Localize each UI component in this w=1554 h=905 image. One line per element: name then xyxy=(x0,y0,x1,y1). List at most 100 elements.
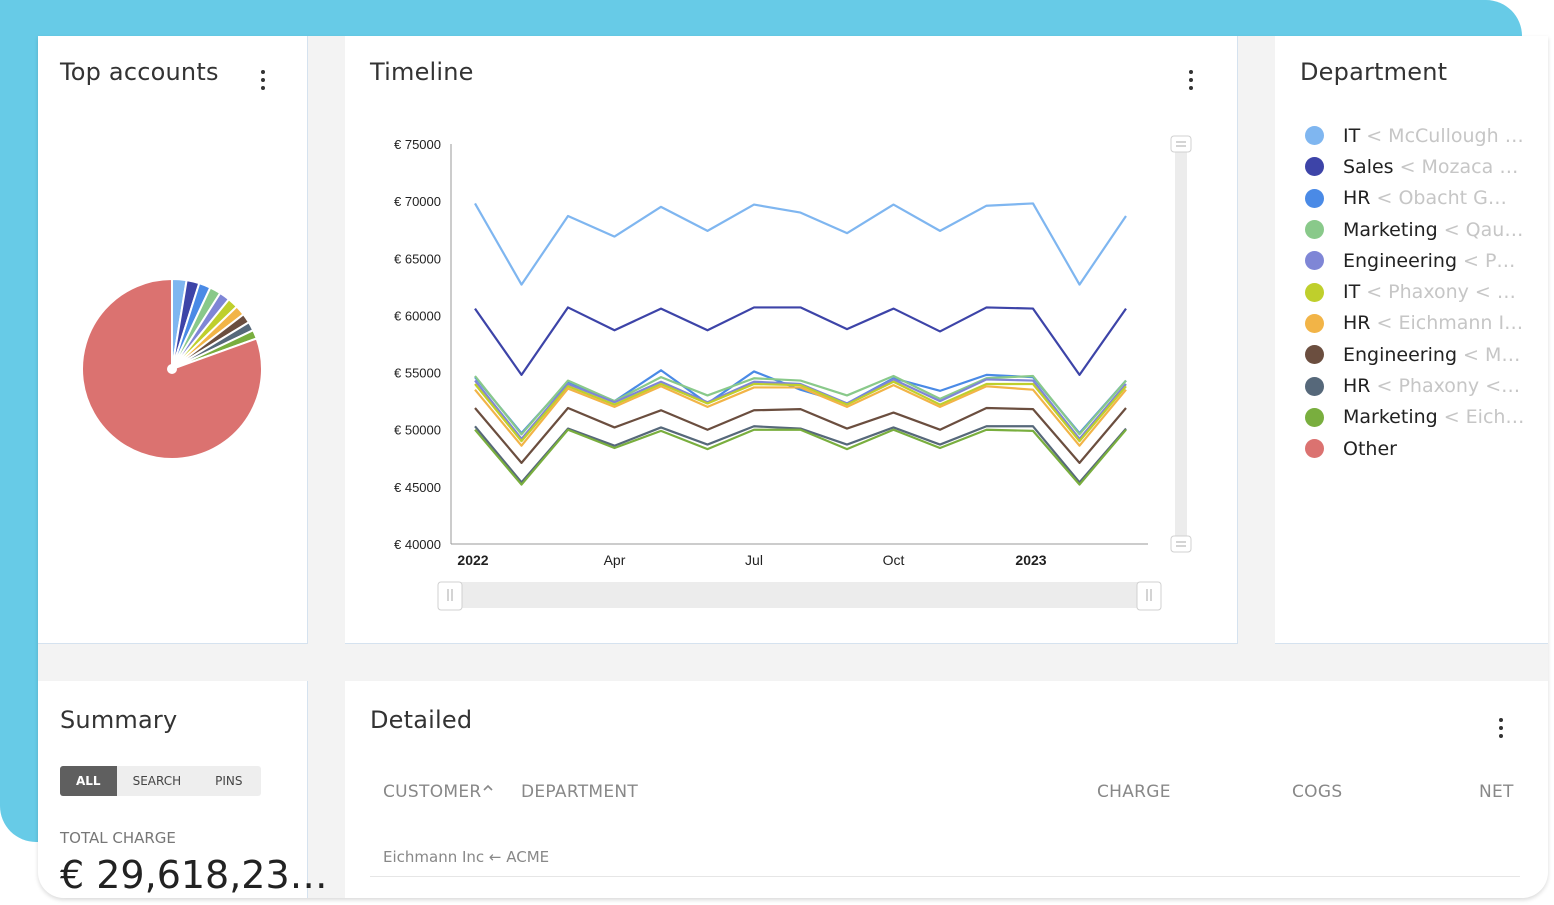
card-title: Timeline xyxy=(370,58,474,86)
series-line[interactable] xyxy=(474,384,1127,447)
legend-item[interactable]: HR < Phaxony < A… xyxy=(1305,370,1525,401)
legend-item[interactable]: HR < Obacht Gmb… xyxy=(1305,183,1525,214)
legend-item[interactable]: Sales < Mozaca G… xyxy=(1305,151,1525,182)
column-header-net[interactable]: NET xyxy=(1479,782,1514,802)
legend-department: Engineering xyxy=(1343,343,1457,366)
y-tick-label: € 70000 xyxy=(394,194,441,209)
legend-color-dot xyxy=(1305,282,1324,302)
top-accounts-card: Top accounts xyxy=(38,36,308,644)
legend-account: < Moz… xyxy=(1463,343,1525,366)
column-header-department[interactable]: DEPARTMENT xyxy=(521,782,639,802)
legend-account: < Qaus… xyxy=(1443,218,1525,241)
legend-account: < Phaxony < AC… xyxy=(1366,281,1525,304)
y-tick-label: € 75000 xyxy=(394,137,441,152)
sort-ascending-icon[interactable] xyxy=(483,784,493,792)
legend-item[interactable]: HR < Eichmann In… xyxy=(1305,308,1525,339)
legend-department: IT xyxy=(1343,281,1361,304)
x-tick-label: 2023 xyxy=(1015,552,1046,568)
legend-color-dot xyxy=(1305,188,1324,208)
legend-item[interactable]: Marketing < Qaus… xyxy=(1305,214,1525,245)
x-tick-label: Jul xyxy=(745,552,763,568)
legend-department: HR xyxy=(1343,375,1371,398)
legend-item[interactable]: IT < McCullough I… xyxy=(1305,120,1525,151)
legend-color-dot xyxy=(1305,220,1324,240)
legend-color-dot xyxy=(1305,345,1324,365)
legend-item[interactable]: Other xyxy=(1305,433,1525,464)
legend-item[interactable]: Engineering < Moz… xyxy=(1305,339,1525,370)
series-line[interactable] xyxy=(474,406,1127,464)
summary-card: Summary ALL SEARCH PINS TOTAL CHARGE € 2… xyxy=(38,681,328,898)
series-line[interactable] xyxy=(474,374,1127,436)
more-options-icon[interactable] xyxy=(1498,718,1504,740)
more-options-icon[interactable] xyxy=(260,70,266,92)
series-line[interactable] xyxy=(474,306,1127,376)
department-legend: IT < McCullough I… Sales < Mozaca G… HR < Oba… xyxy=(1305,120,1525,464)
filter-pins-button[interactable]: PINS xyxy=(215,774,243,788)
legend-color-dot xyxy=(1305,313,1324,333)
legend-account: < Mozaca G… xyxy=(1399,155,1525,178)
y-tick-label: € 45000 xyxy=(394,480,441,495)
legend-color-dot xyxy=(1305,376,1324,396)
detailed-card: Detailed CUSTOMER DEPARTMENT CHARGE COGS… xyxy=(345,681,1548,898)
filter-all-button[interactable]: ALL xyxy=(60,766,117,796)
legend-department: Other xyxy=(1343,437,1397,460)
legend-account: < Eichmann In… xyxy=(1376,312,1526,335)
series-line[interactable] xyxy=(474,378,1127,440)
y-tick-label: € 65000 xyxy=(394,251,441,266)
legend-color-dot xyxy=(1305,157,1324,177)
vertical-zoom-track[interactable] xyxy=(1175,144,1187,544)
legend-department: Marketing xyxy=(1343,218,1438,241)
series-line[interactable] xyxy=(474,425,1127,484)
legend-item[interactable]: Engineering < Pha… xyxy=(1305,245,1525,276)
column-header-charge[interactable]: CHARGE xyxy=(1097,782,1171,802)
timeline-card: Timeline € 40000 € 45000 € 50000 € 55000 € 6… xyxy=(345,36,1238,644)
top-accounts-pie-chart xyxy=(81,277,263,460)
series-line[interactable] xyxy=(474,380,1127,443)
pie-center xyxy=(167,364,177,374)
legend-color-dot xyxy=(1305,126,1324,146)
horizontal-zoom-handle[interactable] xyxy=(437,581,463,611)
legend-color-dot xyxy=(1305,407,1324,427)
legend-department: Engineering xyxy=(1343,249,1457,272)
timeline-line-chart: € 40000 € 45000 € 50000 € 55000 € 60000 € 650… xyxy=(394,135,1192,611)
legend-item[interactable]: Marketing < Eich… xyxy=(1305,402,1525,433)
card-title: Detailed xyxy=(370,706,473,734)
legend-department: IT xyxy=(1343,124,1361,147)
row-customer: Eichmann Inc ← ACME xyxy=(383,848,550,866)
horizontal-zoom-track[interactable] xyxy=(451,582,1151,608)
column-header-cogs[interactable]: COGS xyxy=(1292,782,1343,802)
y-tick-label: € 60000 xyxy=(394,308,441,323)
summary-filter: ALL SEARCH PINS xyxy=(60,766,261,796)
card-title: Department xyxy=(1300,58,1448,86)
horizontal-zoom-handle[interactable] xyxy=(1136,581,1162,611)
legend-color-dot xyxy=(1305,439,1324,459)
card-title: Summary xyxy=(60,706,178,734)
card-title: Top accounts xyxy=(60,58,219,86)
y-tick-label: € 55000 xyxy=(394,366,441,381)
column-header-customer[interactable]: CUSTOMER xyxy=(383,782,482,802)
legend-account: < McCullough I… xyxy=(1366,124,1525,147)
dashboard: Top accounts Timeline € 40000 € 45000 € 50… xyxy=(38,36,1548,898)
series-line[interactable] xyxy=(474,428,1127,486)
vertical-zoom-handle[interactable] xyxy=(1170,535,1192,553)
legend-department: HR xyxy=(1343,312,1371,335)
legend-department: Marketing xyxy=(1343,406,1438,429)
table-row[interactable]: Eichmann Inc ← ACME xyxy=(370,831,1520,877)
vertical-zoom-handle[interactable] xyxy=(1170,135,1192,153)
more-options-icon[interactable] xyxy=(1188,70,1194,92)
legend-item[interactable]: IT < Phaxony < AC… xyxy=(1305,276,1525,307)
x-tick-label: Apr xyxy=(604,552,626,568)
legend-account: < Eich… xyxy=(1443,406,1525,429)
series-line[interactable] xyxy=(474,202,1127,286)
legend-department: Sales xyxy=(1343,155,1394,178)
legend-account: < Pha… xyxy=(1463,249,1525,272)
y-tick-label: € 40000 xyxy=(394,537,441,552)
department-card: Department IT < McCullough I… Sales < Mozac… xyxy=(1275,36,1548,644)
legend-account: < Phaxony < A… xyxy=(1376,375,1526,398)
legend-account: < Obacht Gmb… xyxy=(1376,187,1526,210)
total-charge-value: € 29,618,23… xyxy=(60,853,328,897)
total-charge-label: TOTAL CHARGE xyxy=(60,829,176,847)
y-tick-label: € 50000 xyxy=(394,423,441,438)
filter-search-button[interactable]: SEARCH xyxy=(132,774,182,788)
x-tick-label: Oct xyxy=(883,552,905,568)
